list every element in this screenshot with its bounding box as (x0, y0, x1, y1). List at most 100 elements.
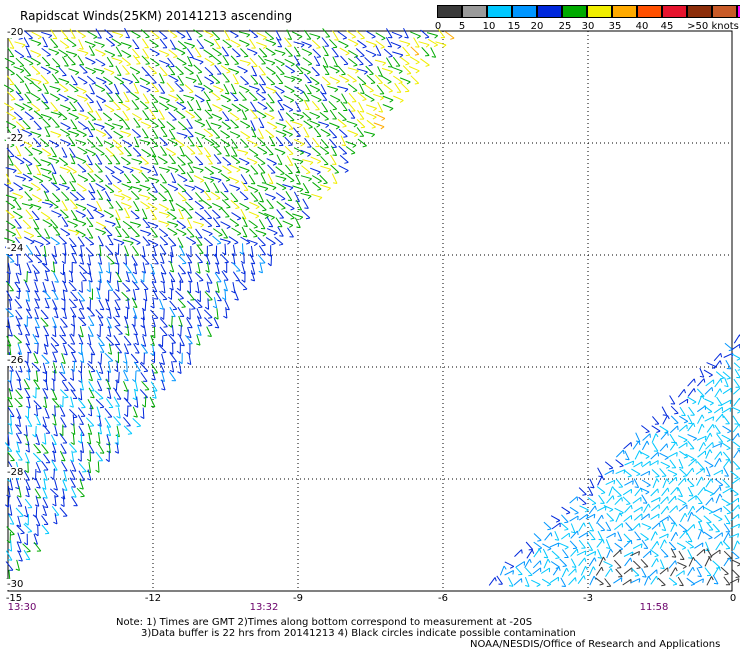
wind-vector (203, 30, 214, 36)
wind-vector (106, 255, 115, 264)
wind-vector (223, 30, 231, 41)
wind-vector-barb (287, 38, 292, 40)
wind-vector-barb (593, 514, 596, 519)
wind-vector (151, 102, 159, 112)
wind-vector (194, 94, 205, 101)
wind-vector (96, 200, 103, 211)
wind-vector (23, 230, 35, 237)
wind-vector (86, 203, 98, 210)
wind-vector-barb (404, 36, 409, 39)
wind-vector (42, 36, 49, 48)
wind-vector-barb (734, 476, 739, 480)
wind-vector (697, 414, 703, 424)
wind-vector (597, 548, 603, 559)
wind-vector (392, 56, 401, 67)
wind-vector-barb (205, 290, 210, 293)
wind-vector (52, 192, 61, 202)
wind-vector-barb (99, 308, 104, 311)
wind-vector-barb (288, 134, 293, 137)
wind-vector (275, 37, 283, 48)
wind-vector-barb (270, 83, 275, 86)
wind-vector (204, 166, 214, 174)
wind-vector-barb (217, 62, 222, 65)
wind-vector-barb (692, 467, 695, 473)
wind-vector-barb (661, 529, 666, 532)
wind-vector (697, 378, 705, 387)
wind-vector (238, 157, 250, 164)
wind-vector (285, 210, 295, 219)
wind-vector-barb (42, 254, 47, 258)
wind-vector-barb (111, 223, 116, 227)
wind-vector (98, 299, 105, 310)
wind-vector-barb (138, 161, 143, 165)
wind-vector (33, 110, 44, 119)
wind-vector-barb (231, 290, 236, 294)
wind-vector-barb (189, 72, 194, 75)
wind-vector (51, 73, 60, 84)
wind-vector-barb (168, 324, 172, 328)
wind-vector-barb (224, 198, 229, 201)
lat-label-26: -26 (6, 355, 25, 366)
wind-vector (24, 325, 31, 336)
wind-vector (61, 191, 70, 201)
wind-vector (144, 299, 147, 311)
wind-vector-barb (226, 226, 231, 229)
wind-vector-barb (415, 70, 420, 74)
wind-vector-barb (691, 511, 695, 516)
wind-vector-barb (674, 495, 677, 501)
wind-vector (230, 91, 239, 101)
wind-vector (347, 129, 358, 135)
wind-vector (131, 166, 143, 172)
wind-vector-barb (10, 206, 15, 210)
wind-vector (71, 252, 77, 264)
wind-vector-barb (22, 178, 27, 182)
wind-vector (168, 371, 177, 381)
wind-vector (549, 542, 560, 548)
wind-vector-barb (236, 55, 241, 58)
wind-vector-barb (89, 101, 94, 104)
wind-vector-barb (290, 70, 295, 74)
wind-vector (50, 182, 61, 190)
wind-vector-barb (612, 495, 615, 500)
wind-vector (284, 75, 295, 80)
wind-vector (5, 229, 16, 235)
wind-vector-barb (52, 423, 57, 426)
wind-vector-barb (71, 486, 76, 488)
wind-vector (186, 48, 194, 58)
wind-vector (624, 480, 634, 486)
wind-vector (287, 227, 294, 238)
wind-vector-barb (215, 271, 220, 275)
wind-vector-barb (62, 156, 67, 158)
wind-vector-barb (65, 46, 70, 49)
wind-vector (257, 254, 266, 264)
wind-vector-barb (737, 564, 740, 567)
wind-vector-barb (589, 530, 594, 532)
wind-vector (43, 478, 47, 490)
wind-vector-barb (336, 80, 340, 84)
wind-vector-barb (255, 206, 260, 210)
wind-vector (634, 487, 642, 497)
wind-vector (152, 297, 155, 309)
wind-vector-barb (163, 234, 168, 237)
legend-label-50-knots: >50 knots (687, 21, 739, 32)
wind-vector-barb (648, 503, 651, 508)
wind-vector-barb (174, 169, 179, 173)
wind-vector (115, 46, 123, 57)
wind-vector-barb (332, 46, 338, 49)
wind-vector-barb (74, 117, 79, 121)
wind-vector-barb (323, 182, 328, 185)
wind-vector-barb (129, 81, 133, 85)
wind-vector (624, 460, 634, 466)
wind-vector (257, 101, 268, 109)
wind-vector (302, 159, 314, 163)
wind-vector-barb (243, 288, 248, 291)
wind-vector (713, 566, 720, 576)
wind-vector (14, 218, 22, 229)
wind-vector (357, 138, 367, 147)
wind-vector-barb (210, 179, 214, 183)
wind-vector-barb (117, 74, 122, 76)
wind-vector (167, 29, 178, 37)
wind-vector-barb (290, 208, 295, 211)
wind-vector (130, 186, 142, 190)
wind-vector (499, 565, 505, 576)
